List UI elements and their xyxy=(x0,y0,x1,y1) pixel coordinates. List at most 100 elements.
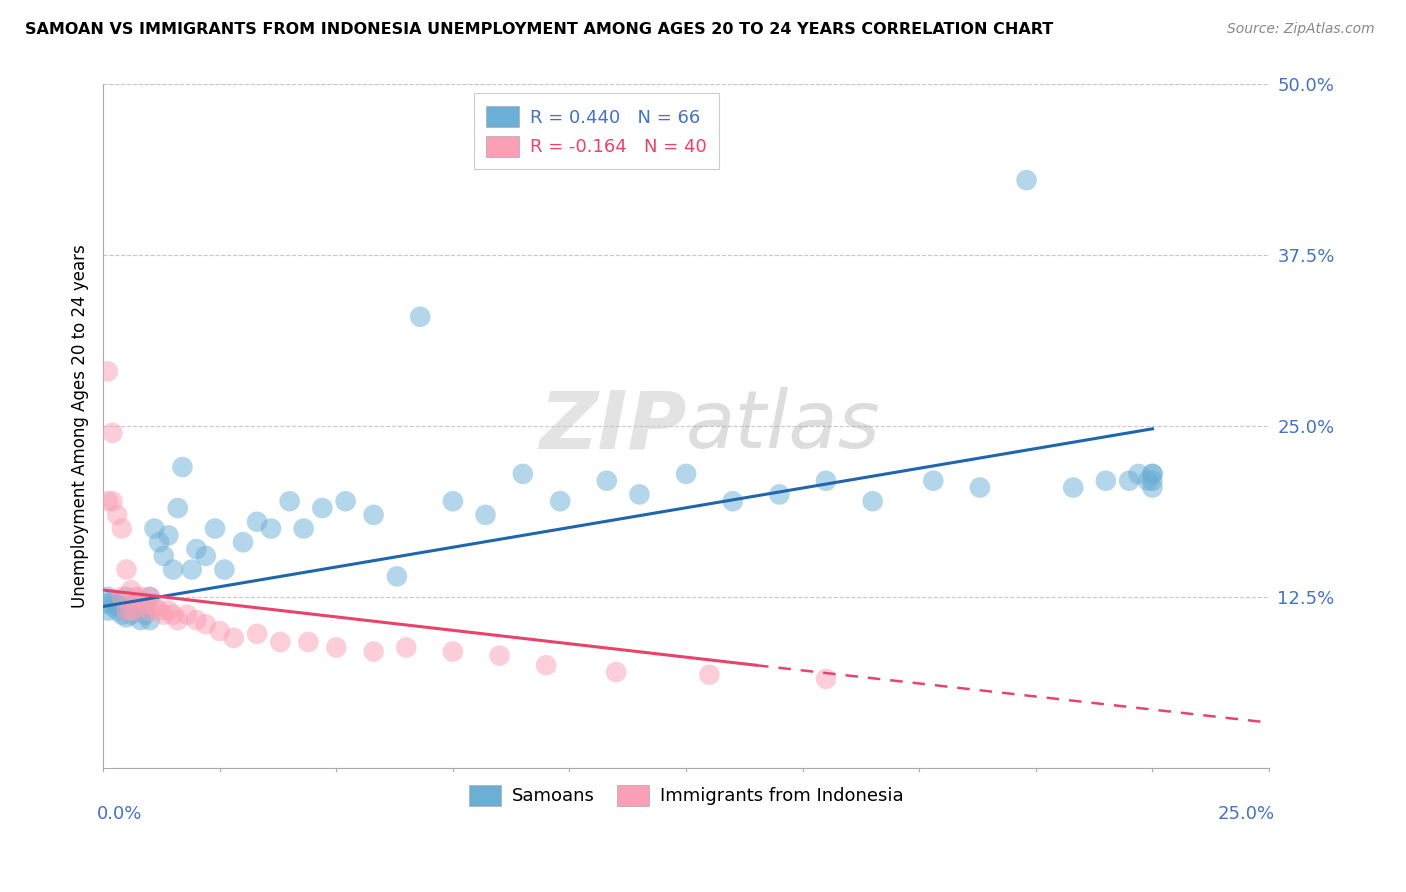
Point xyxy=(1142,474,1164,488)
Point xyxy=(166,501,188,516)
Point xyxy=(162,563,184,577)
Point xyxy=(1142,467,1164,481)
Point xyxy=(232,535,254,549)
Point xyxy=(474,508,496,522)
Point xyxy=(115,590,138,604)
Text: ZIP: ZIP xyxy=(538,387,686,465)
Point xyxy=(120,599,142,614)
Point xyxy=(97,597,120,611)
Point xyxy=(111,599,134,614)
Point xyxy=(194,617,217,632)
Point xyxy=(143,599,166,614)
Point xyxy=(115,603,138,617)
Point xyxy=(139,613,162,627)
Point xyxy=(129,590,152,604)
Point xyxy=(814,672,837,686)
Point xyxy=(605,665,627,679)
Point xyxy=(409,310,432,324)
Point xyxy=(143,522,166,536)
Point xyxy=(97,364,120,378)
Point xyxy=(139,590,162,604)
Point xyxy=(699,667,721,681)
Point xyxy=(441,494,464,508)
Point xyxy=(548,494,571,508)
Y-axis label: Unemployment Among Ages 20 to 24 years: Unemployment Among Ages 20 to 24 years xyxy=(72,244,89,608)
Point xyxy=(134,597,156,611)
Point xyxy=(97,494,120,508)
Point xyxy=(125,603,148,617)
Point xyxy=(120,603,142,617)
Point xyxy=(105,603,128,617)
Point xyxy=(120,582,142,597)
Point xyxy=(111,607,134,622)
Point xyxy=(311,501,333,516)
Point xyxy=(162,607,184,622)
Point xyxy=(111,590,134,604)
Point xyxy=(134,607,156,622)
Point xyxy=(768,487,790,501)
Legend: Samoans, Immigrants from Indonesia: Samoans, Immigrants from Indonesia xyxy=(458,774,914,817)
Point xyxy=(246,515,269,529)
Point xyxy=(1128,467,1150,481)
Point xyxy=(363,508,385,522)
Text: SAMOAN VS IMMIGRANTS FROM INDONESIA UNEMPLOYMENT AMONG AGES 20 TO 24 YEARS CORRE: SAMOAN VS IMMIGRANTS FROM INDONESIA UNEM… xyxy=(25,22,1053,37)
Point xyxy=(441,644,464,658)
Point xyxy=(335,494,357,508)
Point xyxy=(278,494,301,508)
Point xyxy=(297,635,319,649)
Point xyxy=(148,603,170,617)
Point xyxy=(292,522,315,536)
Point xyxy=(1062,481,1084,495)
Point xyxy=(125,590,148,604)
Point xyxy=(204,522,226,536)
Point xyxy=(101,599,124,614)
Point xyxy=(208,624,231,638)
Point xyxy=(186,542,208,557)
Point xyxy=(862,494,884,508)
Text: atlas: atlas xyxy=(686,387,880,465)
Point xyxy=(512,467,534,481)
Point xyxy=(157,603,180,617)
Point xyxy=(186,613,208,627)
Point xyxy=(120,607,142,622)
Point xyxy=(395,640,418,655)
Point xyxy=(125,603,148,617)
Point xyxy=(269,635,291,649)
Point xyxy=(134,599,156,614)
Text: 25.0%: 25.0% xyxy=(1218,805,1275,823)
Point xyxy=(157,528,180,542)
Point xyxy=(129,613,152,627)
Point xyxy=(166,613,188,627)
Point xyxy=(139,603,162,617)
Point xyxy=(180,563,202,577)
Point xyxy=(105,597,128,611)
Point xyxy=(1095,474,1118,488)
Point xyxy=(721,494,744,508)
Point xyxy=(105,508,128,522)
Point xyxy=(260,522,283,536)
Point xyxy=(363,644,385,658)
Point xyxy=(194,549,217,563)
Point xyxy=(125,597,148,611)
Point xyxy=(325,640,347,655)
Point xyxy=(111,522,134,536)
Point xyxy=(101,494,124,508)
Point xyxy=(115,610,138,624)
Point xyxy=(1118,474,1140,488)
Point xyxy=(1136,474,1159,488)
Point xyxy=(1015,173,1038,187)
Point xyxy=(97,603,120,617)
Point xyxy=(115,563,138,577)
Point xyxy=(139,590,162,604)
Point xyxy=(152,607,174,622)
Point xyxy=(969,481,991,495)
Point xyxy=(628,487,651,501)
Point xyxy=(214,563,236,577)
Point xyxy=(148,535,170,549)
Point xyxy=(814,474,837,488)
Point xyxy=(172,460,194,475)
Point xyxy=(1142,481,1164,495)
Point xyxy=(675,467,697,481)
Point xyxy=(97,590,120,604)
Point xyxy=(176,607,198,622)
